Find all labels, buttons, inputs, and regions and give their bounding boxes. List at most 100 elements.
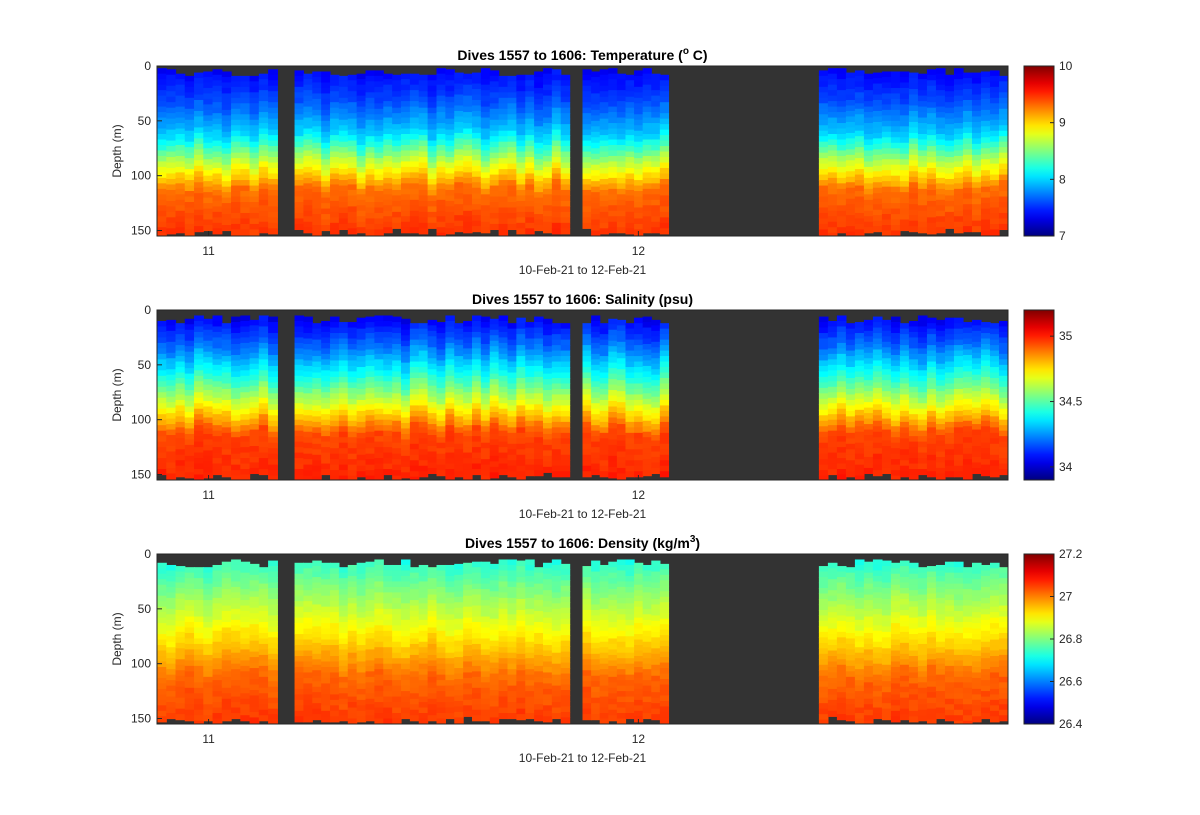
heatmap-cell [472,110,482,118]
heatmap-cell [330,327,340,334]
heatmap-cell [507,223,517,231]
heatmap-cell [659,146,670,153]
heatmap-cell [998,158,1008,165]
heatmap-cell [383,210,393,217]
heatmap-cell [507,345,517,352]
heatmap-cell [157,688,167,695]
heatmap-cell [212,74,223,81]
heatmap-cell [516,339,526,346]
heatmap-cell [890,203,901,210]
heatmap-cell [392,316,402,323]
heatmap-cell [980,98,991,105]
heatmap-cell [294,634,305,641]
heatmap-cell [294,656,305,663]
heatmap-cell [818,218,829,225]
heatmap-cell [240,212,251,220]
heatmap-cell [516,449,526,456]
heatmap-cell [175,84,186,91]
heatmap-cell [418,350,429,357]
heatmap-cell [221,87,232,95]
heatmap-cell [962,182,973,189]
heatmap-cell [166,663,177,670]
heatmap-cell [268,648,278,655]
heatmap-cell [392,74,402,81]
heatmap-cell [616,407,627,414]
heatmap-cell [980,104,991,111]
heatmap-cell [926,107,937,114]
heatmap-cell [212,430,223,437]
heatmap-cell [525,102,535,109]
heatmap-cell [525,168,535,175]
heatmap-cell [203,192,214,199]
heatmap-cell [392,437,402,444]
heatmap-cell [365,344,375,351]
heatmap-cell [998,103,1008,110]
heatmap-cell [175,577,186,584]
heatmap-cell [498,353,509,360]
heatmap-cell [534,464,544,471]
heatmap-cell [953,139,964,146]
heatmap-cell [917,210,928,217]
heatmap-cell [203,203,214,210]
heatmap-cell [184,324,195,331]
heatmap-cell [899,328,910,335]
heatmap-cell [268,692,278,699]
heatmap-cell [212,614,223,621]
heatmap-cell [935,106,946,113]
heatmap-cell [436,216,446,223]
heatmap-cell [827,177,838,184]
heatmap-cell [166,702,177,709]
heatmap-cell [221,71,232,78]
heatmap-cell [383,342,393,349]
heatmap-cell [203,186,214,193]
heatmap-cell [659,228,670,235]
heatmap-cell [944,339,955,346]
heatmap-cell [454,449,464,456]
heatmap-cell [625,200,635,207]
heatmap-cell [651,150,661,157]
heatmap-cell [212,586,223,593]
heatmap-cell [231,114,241,121]
heatmap-cell [836,474,847,480]
heatmap-cell [881,352,892,359]
heatmap-cell [551,405,562,412]
heatmap-cell [240,572,251,579]
heatmap-cell [845,388,856,396]
heatmap-cell [980,230,991,236]
heatmap-cell [321,688,331,695]
heatmap-cell [258,375,269,382]
heatmap-cell [872,149,883,156]
heatmap-cell [953,427,964,434]
heatmap-cell [634,92,644,99]
heatmap-cell [240,229,251,236]
heatmap-cell [642,464,652,471]
heatmap-cell [651,73,661,80]
heatmap-cell [445,320,455,328]
heatmap-cell [472,182,482,189]
heatmap-cell [582,378,592,385]
heatmap-cell [157,112,167,119]
heatmap-cell [166,440,177,447]
heatmap-cell [330,140,340,147]
heatmap-cell [231,448,241,455]
heatmap-cell [498,425,509,432]
heatmap-cell [303,166,313,173]
heatmap-cell [463,337,473,344]
heatmap-cell [599,69,609,76]
heatmap-cell [203,225,214,232]
heatmap-cell [321,458,331,465]
heatmap-cell [926,80,937,87]
heatmap-cell [534,398,544,405]
heatmap-cell [392,365,402,373]
heatmap-cell [845,72,856,79]
heatmap-cell [321,683,331,690]
heatmap-cell [249,657,260,664]
heatmap-cell [507,323,517,330]
heatmap-cell [608,450,618,457]
heatmap-cell [818,169,829,176]
heatmap-cell [582,206,592,213]
heatmap-cell [258,622,269,629]
heatmap-cell [418,416,429,423]
heatmap-cell [890,98,901,105]
heatmap-cell [926,200,937,207]
